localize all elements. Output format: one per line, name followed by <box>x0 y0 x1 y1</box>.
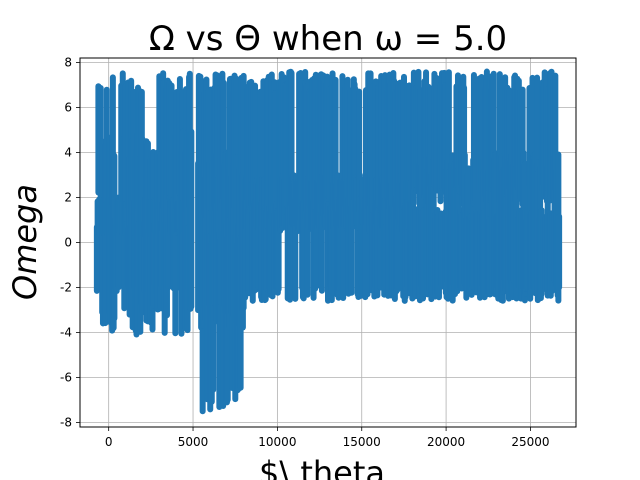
y-tick-label: 8 <box>64 56 72 70</box>
y-tick-label: 2 <box>64 191 72 205</box>
y-tick-label: -8 <box>60 416 72 430</box>
x-tick-label: 20000 <box>427 435 465 449</box>
y-tick-label: 6 <box>64 101 72 115</box>
y-tick-label: -4 <box>60 326 72 340</box>
x-tick-label: 0 <box>105 435 113 449</box>
plot-marks <box>93 68 563 415</box>
x-axis-ticks: 0 5000 10000 15000 20000 25000 <box>105 427 550 449</box>
x-tick-label: 10000 <box>258 435 296 449</box>
x-tick-label: 25000 <box>511 435 549 449</box>
y-axis-label: Omega <box>6 184 44 300</box>
y-axis-ticks: -8 -6 -4 -2 0 2 4 6 8 <box>60 56 80 430</box>
y-tick-label: -6 <box>60 371 72 385</box>
y-tick-label: -2 <box>60 281 72 295</box>
x-axis-label: $\ theta <box>259 454 385 480</box>
x-tick-label: 5000 <box>178 435 209 449</box>
y-tick-label: 4 <box>64 146 72 160</box>
y-tick-label: 0 <box>64 236 72 250</box>
x-tick-label: 15000 <box>343 435 381 449</box>
chart-title: Ω vs Θ when ω = 5.0 <box>149 19 507 59</box>
